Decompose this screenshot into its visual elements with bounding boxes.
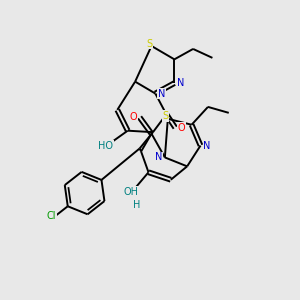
Text: S: S xyxy=(146,39,152,49)
Text: N: N xyxy=(158,88,166,98)
Text: S: S xyxy=(162,111,169,121)
Text: H: H xyxy=(133,200,140,210)
Text: HO: HO xyxy=(98,140,113,151)
Text: N: N xyxy=(154,152,162,162)
Text: N: N xyxy=(177,78,184,88)
Text: OH: OH xyxy=(123,187,138,197)
Text: O: O xyxy=(178,123,186,133)
Text: Cl: Cl xyxy=(46,211,56,221)
Text: O: O xyxy=(129,112,137,122)
Text: N: N xyxy=(203,140,211,151)
